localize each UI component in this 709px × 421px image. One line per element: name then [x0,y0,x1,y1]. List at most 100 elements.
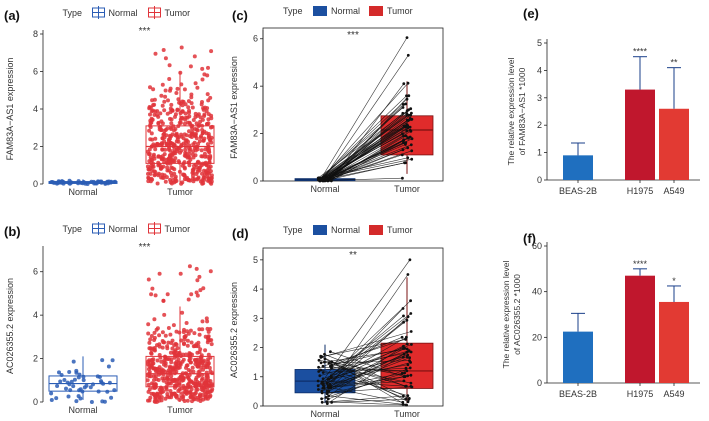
point-tumor [405,347,409,351]
point-tumor [193,111,198,116]
point-normal [316,379,320,383]
y-axis-label: FAM83A−AS1 expression [229,56,239,159]
point-tumor [195,85,200,90]
point-tumor [163,88,168,93]
point-tumor [193,115,198,119]
point-tumor [165,292,170,297]
point-tumor [165,168,170,173]
point-tumor [189,292,194,297]
point-tumor [400,371,404,375]
panel-label-1: (b) [4,224,21,239]
point-tumor [146,359,151,364]
point-normal [67,370,72,374]
bar-h1975 [625,275,655,383]
point-tumor [184,365,188,370]
point-tumor [187,129,191,134]
pair-line [329,360,410,364]
point-tumor [199,355,204,359]
point-tumor [166,137,171,142]
significance-mark: *** [139,26,151,37]
point-tumor [162,99,167,104]
point-tumor [178,117,183,122]
point-tumor [176,363,181,368]
panel-label-5: (f) [523,231,536,246]
point-tumor [202,168,206,173]
x-tick-label-normal: Normal [310,184,339,194]
point-tumor [188,328,193,333]
point-normal [71,359,76,364]
point-normal [321,377,325,381]
point-tumor [405,335,408,339]
point-tumor [186,331,191,336]
point-tumor [186,99,191,104]
pair-line [323,142,406,178]
point-tumor [207,149,211,154]
point-tumor [184,321,189,325]
point-tumor [182,172,187,177]
significance-mark-h1975: **** [633,259,648,269]
point-tumor [407,108,410,112]
point-tumor [188,360,193,365]
point-tumor [171,323,176,328]
point-tumor [194,172,199,176]
point-tumor [167,77,172,81]
bar-beas-2b [563,331,593,383]
legend-swatch-tumor [369,6,383,16]
panel-label-4: (e) [523,6,539,21]
point-normal [317,370,321,373]
point-tumor [153,374,158,379]
point-normal [323,352,326,356]
point-tumor [207,166,212,171]
point-tumor [201,138,206,143]
point-tumor [409,107,413,111]
point-tumor [146,398,150,403]
point-tumor [201,286,206,291]
point-normal [323,360,326,364]
point-tumor [196,340,201,345]
x-tick-label-normal: Normal [68,405,97,415]
point-tumor [167,381,172,386]
point-tumor [174,378,179,383]
point-tumor [181,99,186,104]
point-tumor [178,271,183,276]
point-tumor [409,299,412,303]
point-tumor [168,106,173,111]
y-axis-3: 0 1 2 3 4 5 [253,250,264,411]
pair-line [330,135,407,180]
point-tumor [402,320,405,324]
pair-line [320,37,408,180]
point-tumor [184,138,189,143]
panel-label-2: (c) [232,8,248,23]
point-tumor [150,381,154,386]
point-tumor [173,341,178,346]
y-tick-label: 2 [253,129,258,139]
pair-line [322,395,404,403]
point-tumor [165,394,170,399]
point-tumor [146,277,151,282]
y-tick-label: 3 [253,313,258,323]
point-normal [330,179,333,183]
pair-line [322,386,412,394]
significance-mark: *** [347,30,359,41]
point-tumor [156,114,161,119]
point-tumor [156,173,161,178]
point-tumor [193,395,198,400]
point-tumor [198,115,203,120]
point-tumor [155,181,160,186]
point-tumor [195,397,200,402]
pair-line [323,55,409,179]
pair-line [321,315,404,384]
point-tumor [180,391,185,396]
y-tick-label: 6 [33,267,38,277]
point-tumor [188,394,193,399]
point-tumor [195,293,200,298]
y-tick-label: 4 [253,81,258,91]
point-tumor [200,154,205,159]
point-tumor [176,97,181,102]
point-tumor [406,353,410,357]
point-tumor [407,94,411,98]
point-tumor [162,173,167,178]
point-tumor [195,364,200,369]
y-tick-label: 1 [537,148,542,158]
